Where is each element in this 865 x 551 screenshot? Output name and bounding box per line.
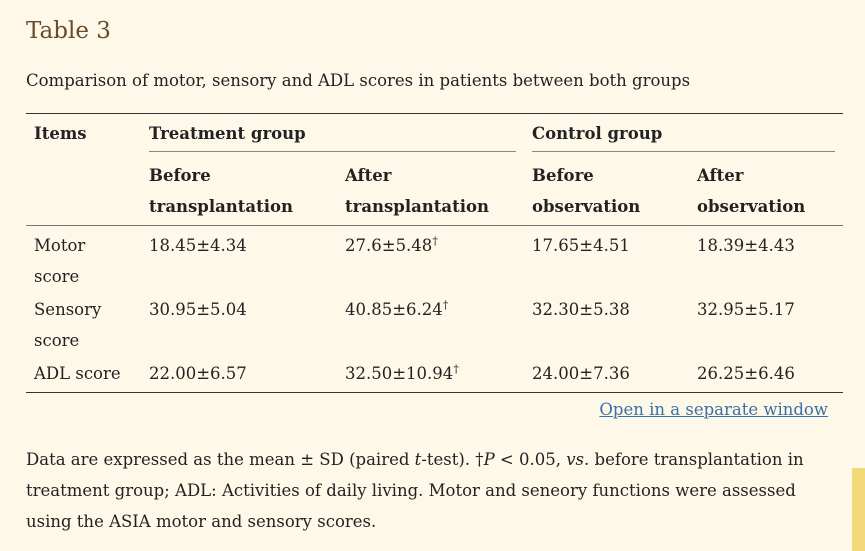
table-cell: 24.00±7.36 [524, 358, 690, 393]
items-header: Items [26, 113, 141, 152]
table-cell: 27.6±5.48† [345, 234, 438, 256]
row-label: Sensory score [34, 300, 102, 350]
subheader-after-observation: After observation [689, 152, 844, 226]
table-cell: 32.50±10.94† [337, 358, 525, 393]
subheader-before-observation: Before observation [524, 152, 690, 226]
table-cell: 40.85±6.24† [345, 298, 449, 320]
subheader-before-transplantation: Before transplantation [141, 152, 337, 226]
dagger-mark: † [442, 298, 449, 312]
table-row: Motor score 18.45±4.34 27.6±5.48† 17.65±… [26, 226, 843, 295]
row-label: ADL score [26, 358, 141, 393]
table-cell: 32.30±5.38 [532, 300, 630, 319]
control-group-label: Control group [532, 124, 663, 143]
row-label: Motor score [34, 236, 86, 286]
table-cell: 26.25±6.46 [689, 358, 844, 393]
side-scroll-tab[interactable] [852, 468, 865, 551]
dagger-mark: † [432, 234, 438, 248]
table-title: Table 3 [26, 18, 111, 44]
table-cell: 30.95±5.04 [149, 300, 247, 319]
table-cell: 22.00±6.57 [141, 358, 337, 393]
table-cell: 18.45±4.34 [149, 236, 247, 255]
table-caption: Comparison of motor, sensory and ADL sco… [26, 71, 691, 90]
items-subheader-empty [26, 152, 141, 226]
table-cell: 17.65±4.51 [532, 236, 630, 255]
table-cell: 32.95±5.17 [697, 300, 795, 319]
subheader-after-transplantation: After transplantation [337, 152, 525, 226]
control-group-header: Control group [524, 113, 844, 152]
table-footnote: Data are expressed as the mean ± SD (pai… [26, 450, 804, 531]
table-row: Sensory score 30.95±5.04 40.85±6.24† 32.… [26, 294, 843, 358]
treatment-group-label: Treatment group [149, 124, 306, 143]
table-cell: 18.39±4.43 [697, 236, 795, 255]
treatment-group-header: Treatment group [141, 113, 525, 152]
scores-table: Items Treatment group Control group Befo… [26, 113, 844, 393]
table-row: ADL score 22.00±6.57 32.50±10.94† 24.00±… [26, 358, 844, 393]
dagger-mark: † [453, 362, 459, 376]
open-in-separate-window-link[interactable]: Open in a separate window [599, 400, 828, 419]
